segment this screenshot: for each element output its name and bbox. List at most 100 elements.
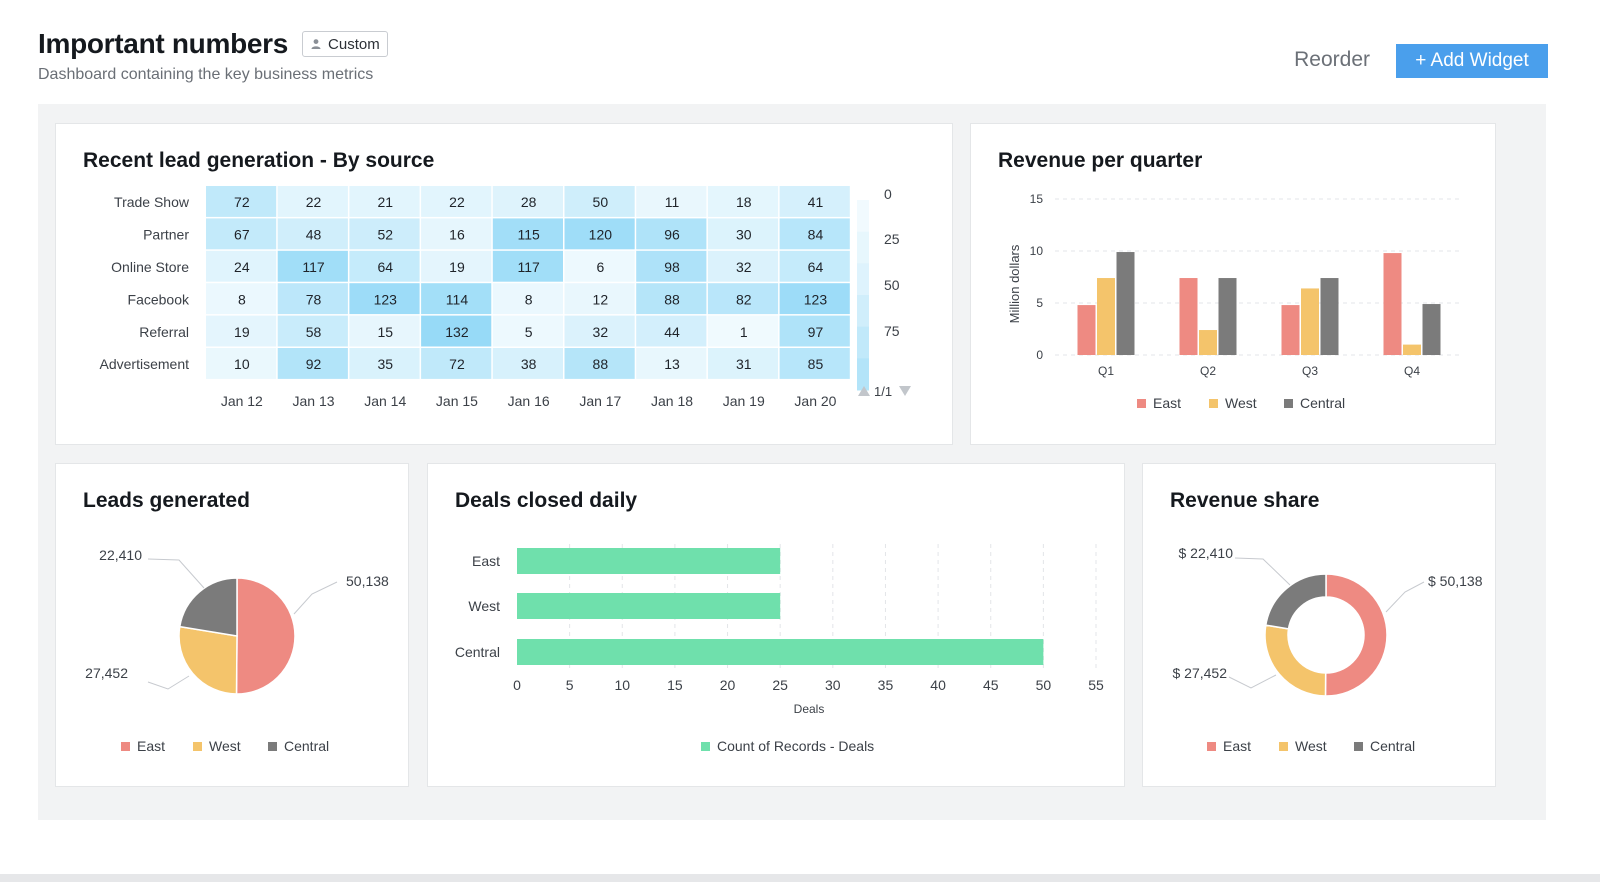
heatmap-cell (421, 283, 492, 315)
heatmap-cell (349, 218, 420, 250)
bar-east (1179, 278, 1198, 355)
heatmap-cell (277, 315, 348, 347)
heatmap-cell-value: 58 (306, 324, 322, 340)
heatmap-cell-value: 1 (740, 324, 748, 340)
heatmap-cell (421, 218, 492, 250)
heatmap-cell-value: 30 (736, 227, 752, 243)
y-tick-label: East (472, 553, 500, 569)
heatmap-cell-value: 123 (374, 291, 398, 307)
custom-badge-label: Custom (328, 35, 380, 53)
legend-swatch (193, 742, 202, 751)
heatmap-column-label: Jan 13 (293, 393, 335, 409)
x-tick-label: 55 (1088, 677, 1104, 693)
heatmap-cell-value: 117 (302, 259, 325, 275)
heatmap-cell (277, 218, 348, 250)
heatmap-cell (564, 315, 635, 347)
heatmap-cell (206, 186, 277, 217)
bar-central (1218, 278, 1237, 355)
widget-leads-generated[interactable]: 50,138 27,452 22,410 East West Central Leads … (55, 463, 409, 787)
heatmap-cell (707, 315, 779, 347)
heatmap-cell (636, 250, 707, 282)
deals-bar (517, 548, 781, 574)
heatmap-cell-value: 78 (306, 291, 322, 307)
heatmap-cell-value: 44 (664, 324, 680, 340)
heatmap-cell (492, 315, 563, 347)
heatmap-cell-value: 117 (517, 259, 540, 275)
slice-value-label: $ 50,138 (1428, 573, 1483, 589)
widget-lead-generation[interactable]: Trade Show 72 22 21 22 28 50 11 18 41 Partner 67 48 5… (55, 123, 953, 445)
heatmap-cell-value: 84 (808, 227, 824, 243)
bar-west (1199, 330, 1217, 355)
heatmap-cell (779, 315, 850, 347)
heatmap-cell-value: 132 (445, 324, 469, 340)
x-axis-label: Deals (794, 702, 825, 716)
heatmap-legend-swatch (857, 231, 869, 264)
legend-swatch (1354, 742, 1363, 751)
heatmap-legend-up-icon (858, 386, 870, 396)
heatmap-cell-value: 21 (377, 194, 393, 210)
legend-label: West (209, 738, 241, 754)
widget-revenue-share[interactable]: $ 50,138 $ 27,452 $ 22,410 East West Central … (1142, 463, 1496, 787)
heatmap-column-label: Jan 17 (579, 393, 621, 409)
heatmap-cell (206, 283, 277, 315)
widget-title: Deals closed daily (455, 489, 638, 512)
heatmap-cell (277, 283, 348, 315)
heatmap-cell-value: 32 (593, 324, 609, 340)
heatmap-cell (349, 250, 420, 282)
legend-label: East (1223, 738, 1251, 754)
heatmap-cell (564, 250, 635, 282)
legend-swatch (1284, 399, 1293, 408)
heatmap-legend-page: 1/1 (874, 384, 892, 399)
custom-badge[interactable]: Custom (302, 31, 388, 57)
heatmap-cell (636, 283, 707, 315)
heatmap-cell-value: 18 (736, 194, 752, 210)
x-tick-label: 15 (667, 677, 683, 693)
heatmap-legend-swatch (857, 358, 869, 391)
slice-east (1324, 573, 1388, 697)
deals-bar (517, 593, 781, 619)
heatmap-column-label: Jan 15 (436, 393, 478, 409)
legend-swatch (1209, 399, 1218, 408)
y-tick-label: West (468, 598, 500, 614)
page-title: Important numbers (38, 28, 289, 59)
heatmap-row-label: Referral (139, 324, 189, 340)
heatmap-cell-value: 92 (306, 356, 322, 372)
heatmap-column-label: Jan 16 (508, 393, 550, 409)
slice-value-label: 22,410 (99, 547, 142, 563)
add-widget-button[interactable]: + Add Widget (1396, 44, 1548, 78)
deals-bar (517, 639, 1044, 665)
reorder-button[interactable]: Reorder (1294, 48, 1370, 71)
heatmap-row-label: Online Store (111, 259, 189, 275)
heatmap-cell-value: 98 (664, 259, 680, 275)
slice-east (235, 577, 296, 695)
heatmap-cell-value: 12 (593, 291, 609, 307)
heatmap-cell-value: 64 (377, 259, 393, 275)
heatmap-legend-tick: 25 (884, 231, 900, 247)
heatmap-cell (779, 186, 850, 217)
legend-swatch (1279, 742, 1288, 751)
heatmap-cell-value: 6 (596, 259, 604, 275)
heatmap-cell (636, 348, 707, 379)
heatmap-cell-value: 22 (306, 194, 322, 210)
bar-central (1116, 252, 1135, 355)
x-tick-label: 10 (614, 677, 630, 693)
y-tick-label: 15 (1030, 192, 1044, 206)
heatmap-cell (707, 218, 779, 250)
widget-revenue-per-quarter[interactable]: 0 5 10 15 Million dollars Q1 Q2 Q3 Q4 East West Cen… (970, 123, 1496, 445)
heatmap-cell (206, 315, 277, 347)
heatmap-cell (779, 283, 850, 315)
bar-east (1383, 253, 1402, 355)
heatmap-cell (564, 218, 635, 250)
heatmap-cell-value: 32 (736, 259, 752, 275)
heatmap-cell (206, 218, 277, 250)
x-tick-label: 35 (878, 677, 894, 693)
heatmap-cell (206, 348, 277, 379)
leader-line (293, 581, 338, 615)
x-tick-label: Q1 (1098, 364, 1114, 378)
heatmap-cell-value: 11 (665, 194, 680, 210)
heatmap-cell (421, 250, 492, 282)
widget-deals-closed-daily[interactable]: 0 5 10 15 20 25 30 35 40 45 50 55 East West Central Dea… (427, 463, 1125, 787)
heatmap-cell (707, 250, 779, 282)
deals-bar-chart: 0 5 10 15 20 25 30 35 40 45 50 55 East West Central Dea… (455, 544, 1104, 754)
